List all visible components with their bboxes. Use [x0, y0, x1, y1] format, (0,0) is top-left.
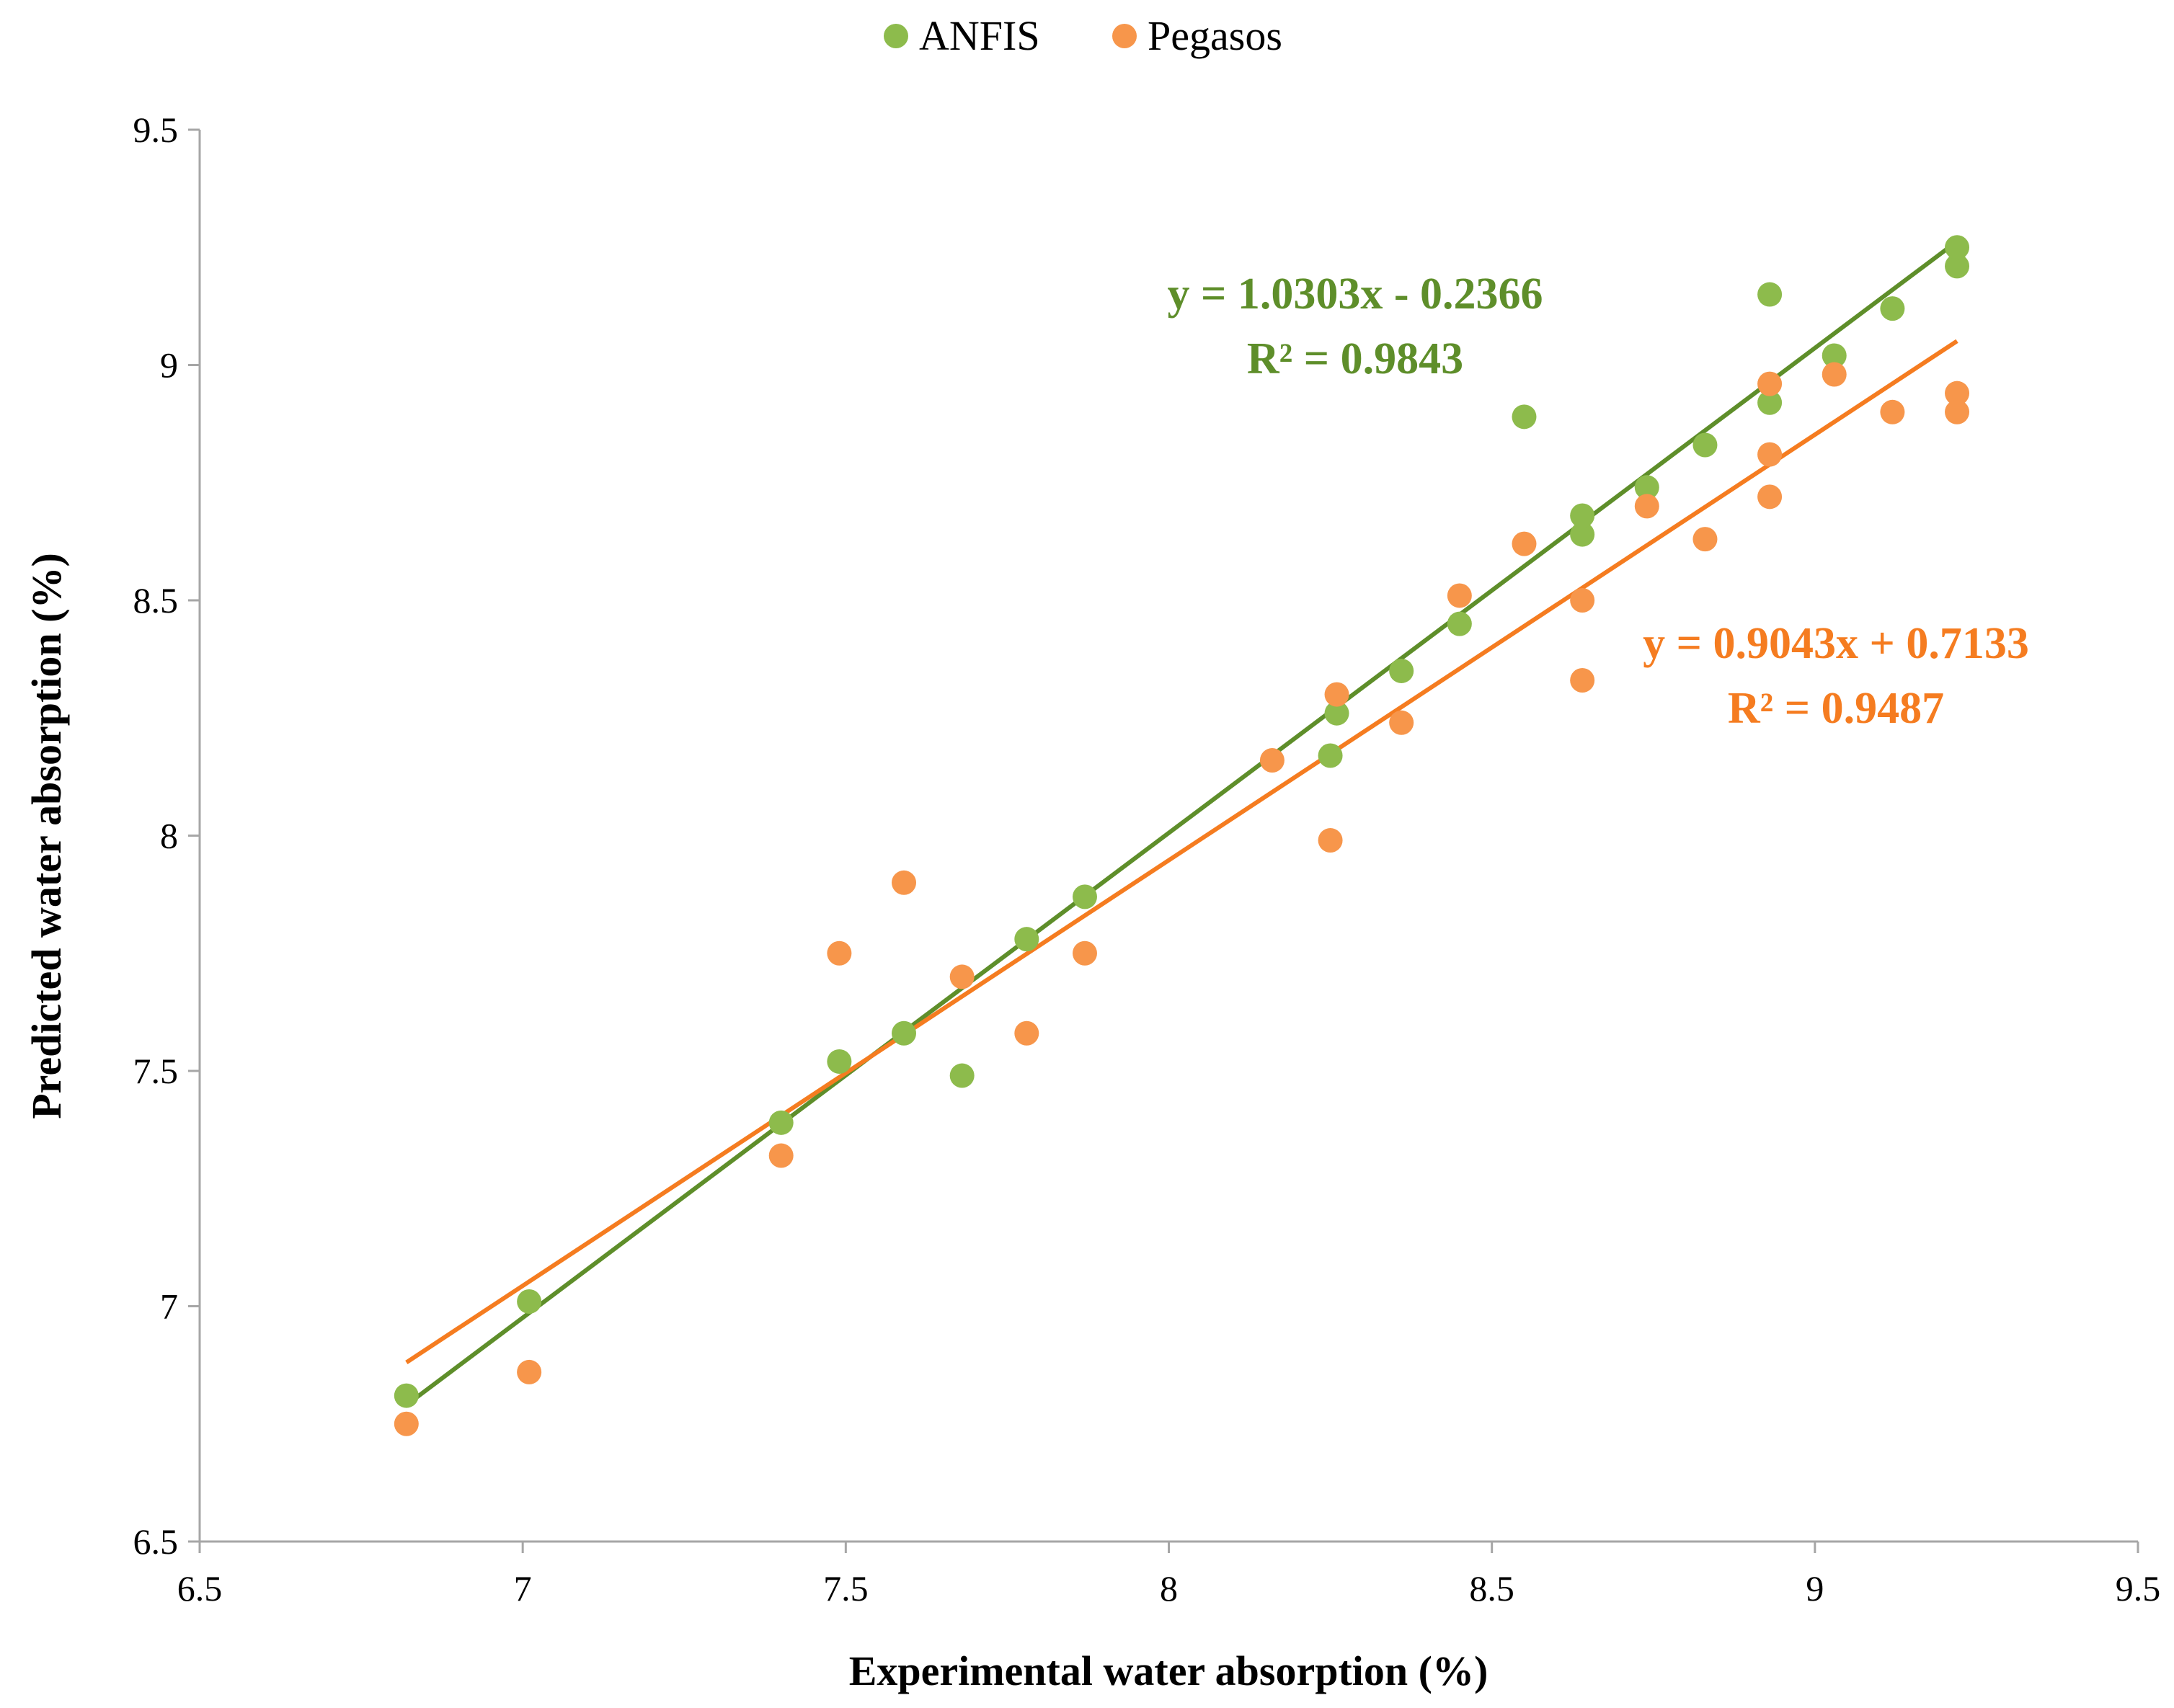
x-tick-label: 6.5 — [177, 1568, 223, 1609]
pegasos-r-squared: R² = 0.9487 — [1728, 684, 1944, 733]
data-point-pegasos — [1570, 588, 1595, 613]
data-point-anfis — [1822, 343, 1847, 368]
anfis-r-squared: R² = 0.9843 — [1247, 334, 1463, 383]
data-point-pegasos — [1389, 710, 1414, 735]
x-tick-label: 9 — [1806, 1568, 1824, 1609]
data-point-pegasos — [1945, 381, 1970, 406]
data-point-pegasos — [1570, 668, 1595, 693]
data-point-anfis — [1447, 611, 1472, 636]
anfis-equation: y = 1.0303x - 0.2366 — [1168, 270, 1543, 319]
legend-label-pegasos: Pegasos — [1148, 12, 1282, 59]
y-tick-label: 9.5 — [133, 110, 179, 150]
x-tick-label: 7.5 — [823, 1568, 869, 1609]
x-tick-label: 7 — [514, 1568, 532, 1609]
legend-marker-anfis — [884, 24, 908, 48]
data-point-pegasos — [1822, 362, 1847, 387]
data-point-pegasos — [1324, 682, 1349, 707]
data-point-pegasos — [394, 1411, 419, 1436]
data-point-pegasos — [1318, 828, 1343, 853]
y-axis-title: Predicted water absorption (%) — [23, 553, 70, 1119]
pegasos-equation: y = 0.9043x + 0.7133 — [1643, 619, 2029, 668]
data-point-anfis — [768, 1110, 794, 1135]
data-point-anfis — [949, 1063, 975, 1088]
y-tick-label: 9 — [160, 345, 178, 386]
y-tick-label: 7.5 — [133, 1051, 179, 1091]
data-point-anfis — [1512, 404, 1537, 430]
data-point-pegasos — [1014, 1020, 1039, 1046]
data-point-pegasos — [1634, 494, 1659, 519]
x-tick-label: 8 — [1160, 1568, 1178, 1609]
legend-marker-pegasos — [1112, 24, 1137, 48]
data-point-pegasos — [1945, 399, 1970, 424]
data-point-anfis — [1324, 700, 1349, 726]
data-point-anfis — [1318, 743, 1343, 768]
data-point-anfis — [1880, 296, 1905, 321]
data-point-anfis — [394, 1383, 419, 1408]
data-point-anfis — [1757, 390, 1783, 415]
data-point-anfis — [827, 1049, 852, 1074]
anfis-equation-annotation: y = 1.0303x - 0.2366 R² = 0.9843 — [1168, 270, 1543, 383]
y-tick-label: 8.5 — [133, 580, 179, 621]
data-point-pegasos — [1880, 399, 1905, 424]
trendline-anfis — [405, 239, 1958, 1407]
data-point-pegasos — [768, 1143, 794, 1168]
data-point-pegasos — [1072, 940, 1097, 966]
data-point-anfis — [1389, 658, 1414, 683]
data-point-anfis — [1570, 503, 1595, 528]
data-point-pegasos — [1757, 371, 1783, 396]
legend-label-anfis: ANFIS — [919, 12, 1040, 59]
data-point-pegasos — [949, 964, 975, 989]
pegasos-equation-annotation: y = 0.9043x + 0.7133 R² = 0.9487 — [1643, 619, 2029, 733]
x-axis-title: Experimental water absorption (%) — [849, 1647, 1488, 1694]
data-point-anfis — [1072, 884, 1097, 909]
y-axis-ticks: 6.5 7 7.5 8 8.5 9 9.5 — [133, 110, 200, 1562]
series-pegasos-points — [394, 362, 1970, 1436]
data-point-pegasos — [1512, 531, 1537, 556]
trendlines — [405, 239, 1958, 1407]
trendline-pegasos — [405, 339, 1958, 1364]
x-tick-label: 8.5 — [1469, 1568, 1514, 1609]
series-anfis-points — [394, 235, 1970, 1408]
data-point-anfis — [1570, 522, 1595, 547]
y-tick-label: 7 — [160, 1286, 178, 1327]
y-tick-label: 8 — [160, 816, 178, 856]
data-point-pegasos — [1757, 484, 1783, 510]
data-point-anfis — [517, 1289, 542, 1314]
data-point-anfis — [1945, 235, 1970, 260]
data-point-anfis — [1757, 282, 1783, 307]
data-point-pegasos — [1259, 748, 1285, 773]
y-tick-label: 6.5 — [133, 1521, 179, 1562]
x-axis-ticks: 6.5 7 7.5 8 8.5 9 9.5 — [177, 1542, 2161, 1609]
data-point-pegasos — [827, 940, 852, 966]
data-point-anfis — [1014, 927, 1039, 952]
data-point-anfis — [1692, 432, 1718, 458]
data-point-pegasos — [892, 870, 917, 895]
data-point-anfis — [892, 1020, 917, 1046]
data-point-anfis — [1634, 475, 1659, 500]
data-point-pegasos — [517, 1359, 542, 1384]
data-point-pegasos — [1692, 527, 1718, 552]
legend: ANFIS Pegasos — [884, 12, 1282, 59]
data-point-pegasos — [1447, 583, 1472, 608]
data-point-anfis — [1945, 254, 1970, 279]
data-point-pegasos — [1757, 442, 1783, 467]
x-tick-label: 9.5 — [2116, 1568, 2161, 1609]
